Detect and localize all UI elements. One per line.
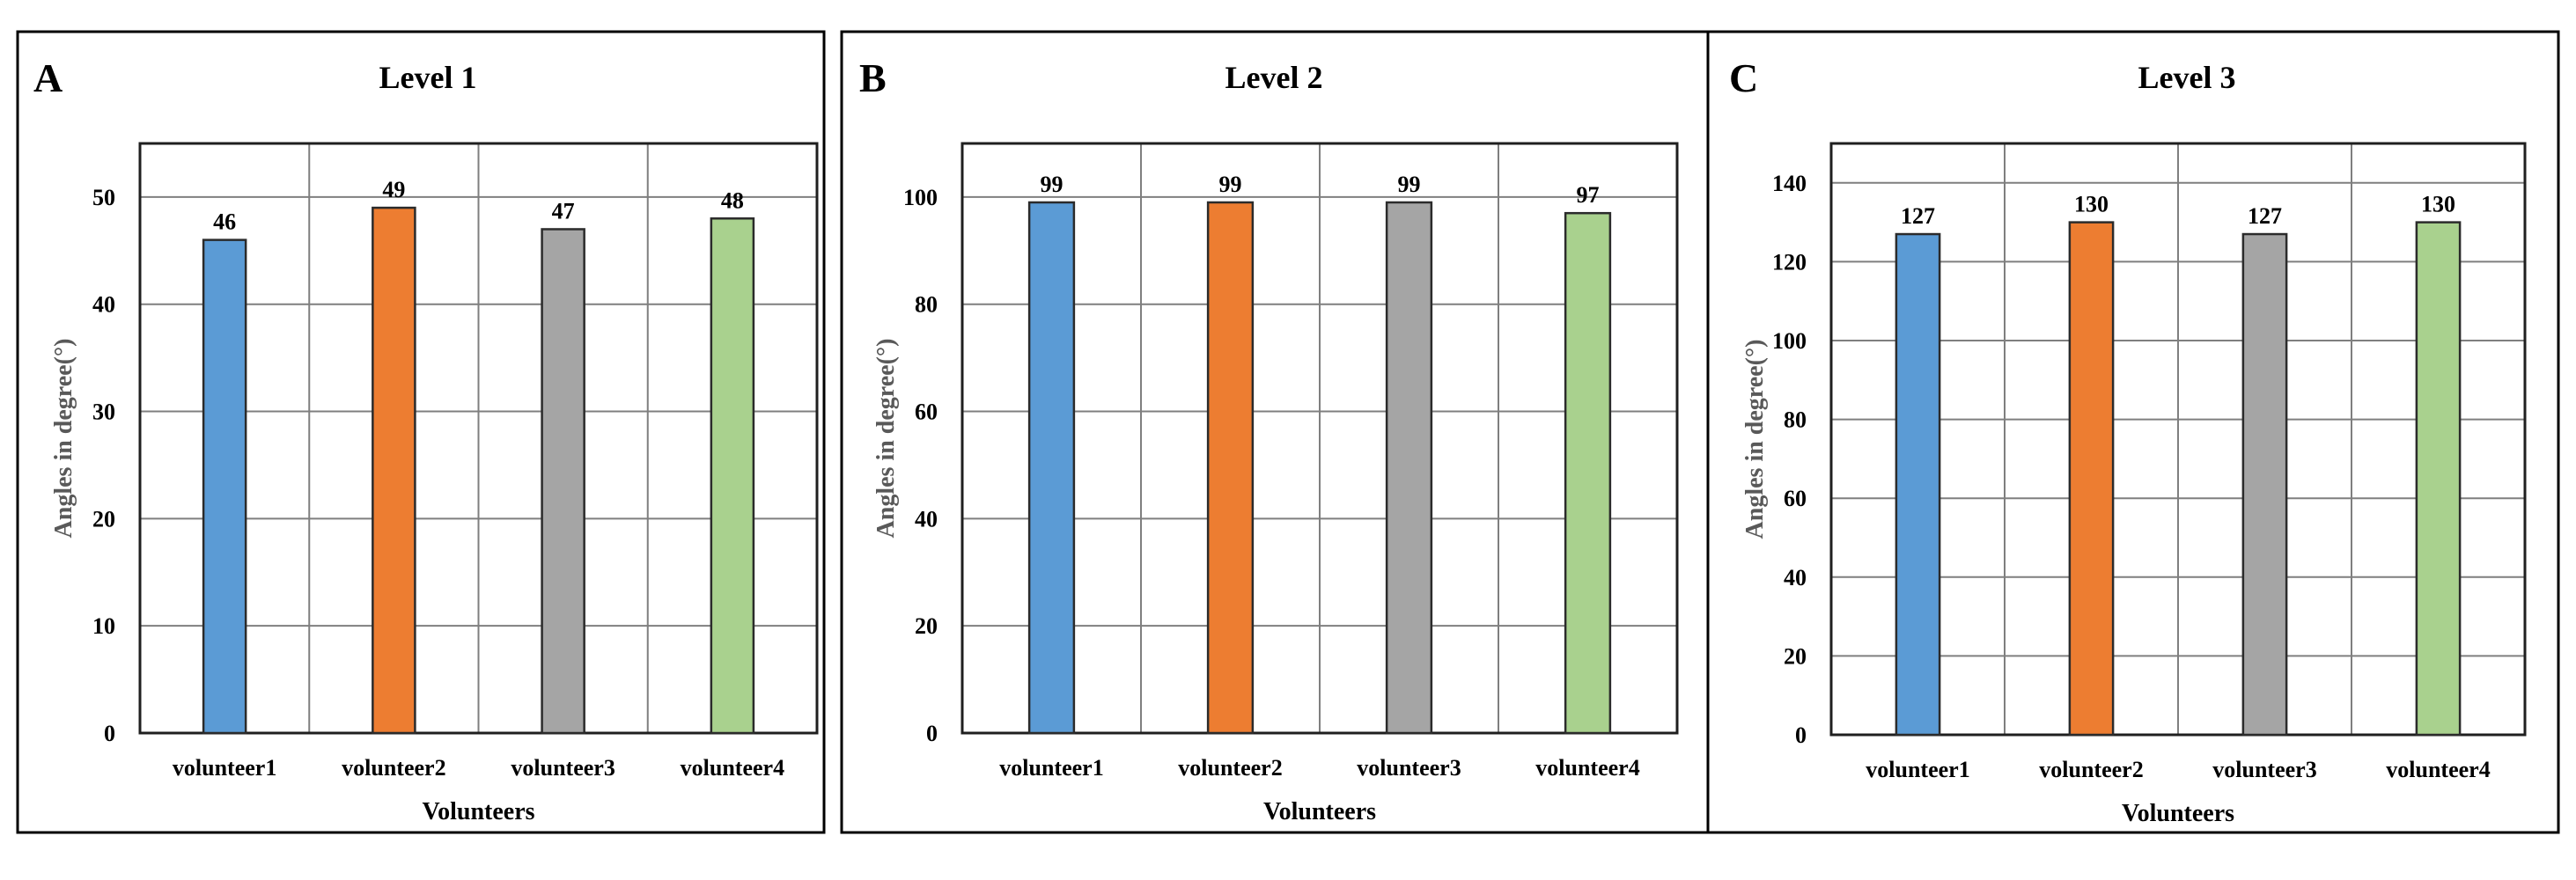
bar xyxy=(710,217,755,735)
bar xyxy=(202,238,247,735)
panel-letter: C xyxy=(1729,55,1758,100)
y-tick-label: 30 xyxy=(92,400,115,425)
chart-panel-b: B Level 2 0 20 40 60 80 100 99 volunteer1 99 volunt… xyxy=(840,30,1710,834)
bar xyxy=(372,206,416,735)
y-tick-label: 40 xyxy=(915,506,938,532)
x-category-label: volunteer1 xyxy=(999,755,1103,781)
data-label: 47 xyxy=(552,198,575,224)
panel-letter: A xyxy=(33,55,63,100)
y-tick-label: 0 xyxy=(1795,722,1807,748)
data-label: 127 xyxy=(2248,203,2282,229)
x-category-label: volunteer3 xyxy=(2212,757,2316,782)
data-label: 99 xyxy=(1398,172,1421,197)
bar xyxy=(1895,232,1941,737)
y-axis-title: Angles in degree(°) xyxy=(1741,340,1769,539)
y-tick-label: 140 xyxy=(1772,171,1807,196)
y-tick-label: 100 xyxy=(1772,328,1807,354)
data-label: 99 xyxy=(1041,172,1064,197)
panel-letter: B xyxy=(859,55,887,100)
bar xyxy=(1385,201,1433,735)
chart-title: Level 1 xyxy=(379,60,477,95)
data-label: 127 xyxy=(1901,203,1935,229)
y-tick-label: 120 xyxy=(1772,249,1807,275)
x-category-label: volunteer4 xyxy=(681,755,784,781)
chart-panel-c: C Level 3 0 20 40 60 80 100 120 140 127 volunteer1 1… xyxy=(1706,30,2560,834)
bar xyxy=(2068,221,2115,737)
chart-title: Level 2 xyxy=(1225,60,1323,95)
x-axis-title: Volunteers xyxy=(1263,798,1376,825)
bar xyxy=(541,228,585,735)
x-category-label: volunteer2 xyxy=(2039,757,2143,782)
x-axis-title: Volunteers xyxy=(2122,800,2234,827)
y-tick-label: 60 xyxy=(1784,486,1807,511)
plot-border xyxy=(138,142,819,735)
data-label: 130 xyxy=(2421,192,2455,217)
x-category-label: volunteer1 xyxy=(173,755,276,781)
y-tick-label: 80 xyxy=(1784,407,1807,433)
bar xyxy=(2415,221,2462,737)
y-tick-label: 10 xyxy=(92,613,115,639)
y-tick-label: 20 xyxy=(1784,643,1807,669)
y-tick-label: 40 xyxy=(1784,565,1807,590)
data-label: 99 xyxy=(1219,172,1242,197)
bar xyxy=(2241,232,2288,737)
bar xyxy=(1206,201,1255,735)
y-tick-label: 60 xyxy=(915,400,938,425)
x-category-label: volunteer4 xyxy=(1535,755,1639,781)
x-category-label: volunteer1 xyxy=(1866,757,1969,782)
x-axis-title: Volunteers xyxy=(422,798,534,825)
y-tick-label: 0 xyxy=(926,721,938,746)
plot-border xyxy=(960,142,1679,735)
bar xyxy=(1564,211,1612,735)
y-tick-label: 0 xyxy=(104,721,115,746)
data-label: 46 xyxy=(213,209,236,235)
y-tick-label: 100 xyxy=(903,185,938,210)
plot-border xyxy=(1829,142,2527,737)
data-label: 49 xyxy=(382,177,405,202)
y-axis-title: Angles in degree(°) xyxy=(872,339,900,539)
data-label: 130 xyxy=(2074,192,2109,217)
x-category-label: volunteer2 xyxy=(342,755,445,781)
x-category-label: volunteer3 xyxy=(511,755,615,781)
chart-panel-a: A Level 1 0 10 20 30 40 50 46 volunteer1 49 volunte… xyxy=(16,30,826,834)
y-tick-label: 20 xyxy=(915,613,938,639)
y-tick-label: 40 xyxy=(92,292,115,318)
y-tick-label: 20 xyxy=(92,506,115,532)
x-category-label: volunteer3 xyxy=(1357,755,1461,781)
data-label: 97 xyxy=(1577,182,1600,208)
y-tick-label: 80 xyxy=(915,292,938,318)
panel-frame xyxy=(1706,30,2560,834)
y-tick-label: 50 xyxy=(92,185,115,210)
bar xyxy=(1027,201,1076,735)
x-category-label: volunteer2 xyxy=(1178,755,1282,781)
x-category-label: volunteer4 xyxy=(2386,757,2490,782)
panel-frame xyxy=(16,30,826,834)
chart-title: Level 3 xyxy=(2138,60,2236,95)
data-label: 48 xyxy=(721,187,744,213)
y-axis-title: Angles in degree(°) xyxy=(50,339,77,539)
